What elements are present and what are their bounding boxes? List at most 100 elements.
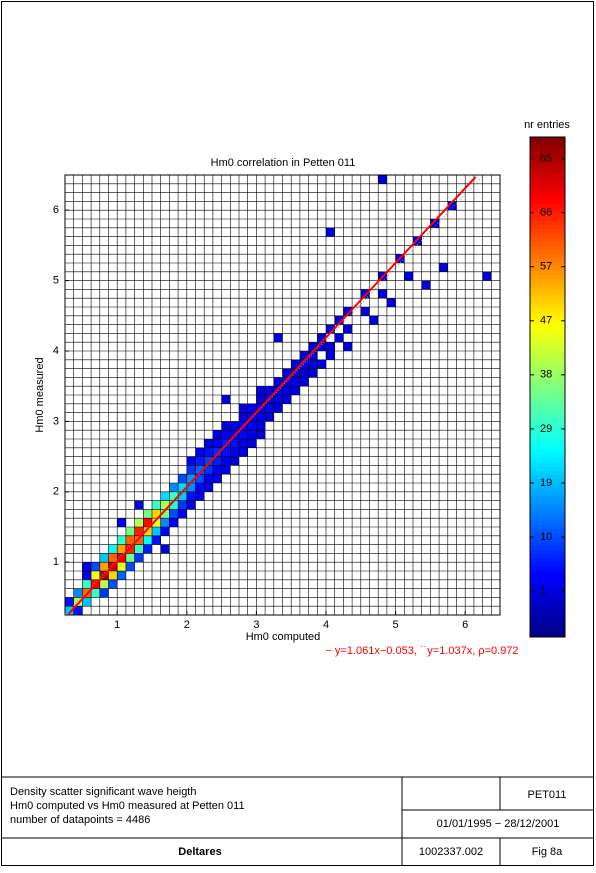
density-cell	[134, 535, 144, 545]
density-cell	[360, 307, 370, 316]
density-cell	[273, 403, 283, 413]
footer-text: Density scatter significant wave heigth	[10, 786, 196, 798]
density-cell	[204, 474, 213, 483]
density-cell	[143, 518, 152, 527]
colorbar-segment	[530, 462, 565, 467]
density-cell	[125, 535, 135, 545]
density-cell	[195, 483, 205, 492]
density-cell	[247, 439, 257, 448]
density-cell	[334, 333, 344, 343]
density-cell	[326, 342, 335, 351]
colorbar-segment	[530, 266, 565, 271]
fit-line	[67, 176, 477, 615]
colorbar-segment	[530, 628, 565, 634]
colorbar-segment	[530, 345, 565, 350]
density-cell	[91, 588, 100, 598]
colorbar-segment	[530, 349, 565, 355]
density-cell	[256, 421, 266, 431]
density-cell	[160, 491, 170, 501]
density-cell	[212, 456, 222, 466]
density-cell	[299, 351, 309, 360]
density-cell	[108, 544, 118, 554]
density-cell	[178, 509, 187, 519]
x-axis-label: Hm0 computed	[246, 631, 321, 643]
density-cell	[186, 500, 196, 510]
colorbar-segment	[530, 245, 565, 250]
density-cell	[482, 271, 492, 281]
density-cell	[186, 491, 196, 501]
density-cell	[99, 562, 109, 571]
colorbar-segment	[530, 270, 565, 275]
colorbar-tick-label: 1	[540, 585, 546, 597]
colorbar-segment	[530, 182, 565, 188]
colorbar-segment	[530, 603, 565, 609]
density-cell	[221, 439, 231, 448]
footer-project: 1002337.002	[419, 846, 483, 858]
colorbar-segment	[530, 312, 565, 317]
colorbar-segment	[530, 574, 565, 580]
density-cell	[160, 500, 170, 510]
colorbar-segment	[530, 474, 565, 480]
density-cell	[73, 606, 83, 615]
density-cell	[326, 227, 335, 237]
y-tick-label: 6	[53, 204, 59, 216]
density-cell	[186, 483, 196, 492]
density-cell	[152, 535, 161, 545]
density-cell	[143, 509, 152, 519]
colorbar-segment	[530, 220, 565, 225]
colorbar-tick-label: 38	[540, 369, 552, 381]
density-cell	[273, 395, 283, 404]
colorbar-segment	[530, 403, 565, 409]
density-cell	[230, 439, 239, 448]
colorbar-segment	[530, 328, 565, 334]
colorbar-segment	[530, 432, 565, 438]
colorbar-segment	[530, 274, 565, 280]
colorbar-segment	[530, 387, 565, 392]
density-cell	[134, 527, 144, 536]
density-cell	[108, 553, 118, 563]
density-cell	[204, 465, 213, 475]
density-cell	[117, 562, 126, 571]
y-axis-label: Hm0 measured	[34, 357, 46, 432]
colorbar-segment	[530, 616, 565, 621]
colorbar-segment	[530, 341, 565, 346]
density-cell	[160, 509, 170, 519]
colorbar-segment	[530, 428, 565, 434]
colorbar-segment	[530, 232, 565, 238]
colorbar-segment	[530, 532, 565, 538]
density-cell	[308, 359, 318, 369]
colorbar-segment	[530, 457, 565, 463]
colorbar-segment	[530, 491, 565, 496]
colorbar-segment	[530, 632, 565, 638]
colorbar-segment	[530, 216, 565, 221]
footer-text: number of datapoints = 4486	[10, 814, 150, 826]
colorbar-tick-label: 57	[540, 261, 552, 273]
density-cell	[230, 421, 239, 431]
colorbar-segment	[530, 332, 565, 338]
colorbar-segment	[530, 257, 565, 263]
colorbar-segment	[530, 166, 565, 171]
density-cell	[73, 588, 83, 598]
density-cell	[439, 263, 448, 272]
colorbar-segment	[530, 153, 565, 159]
density-cell	[265, 403, 274, 413]
fit-label: − y=1.061x−0.053, ˙˙y=1.037x, ρ=0.972	[325, 645, 518, 657]
density-cell	[91, 562, 100, 571]
colorbar-segment	[530, 424, 565, 430]
colorbar-segment	[530, 412, 565, 417]
plot-border	[64, 174, 501, 616]
y-tick-label: 5	[53, 275, 59, 287]
density-cell	[195, 447, 205, 457]
colorbar-segment	[530, 253, 565, 259]
density-cell	[152, 518, 161, 527]
density-cell	[265, 412, 274, 422]
colorbar-segment	[530, 620, 565, 625]
colorbar-segment	[530, 203, 565, 209]
density-cell	[152, 509, 161, 519]
density-cell	[291, 359, 300, 369]
density-cell	[230, 456, 239, 466]
colorbar-segment	[530, 478, 565, 484]
density-cell	[125, 527, 135, 536]
colorbar-segment	[530, 503, 565, 509]
colorbar-segment	[530, 137, 565, 142]
